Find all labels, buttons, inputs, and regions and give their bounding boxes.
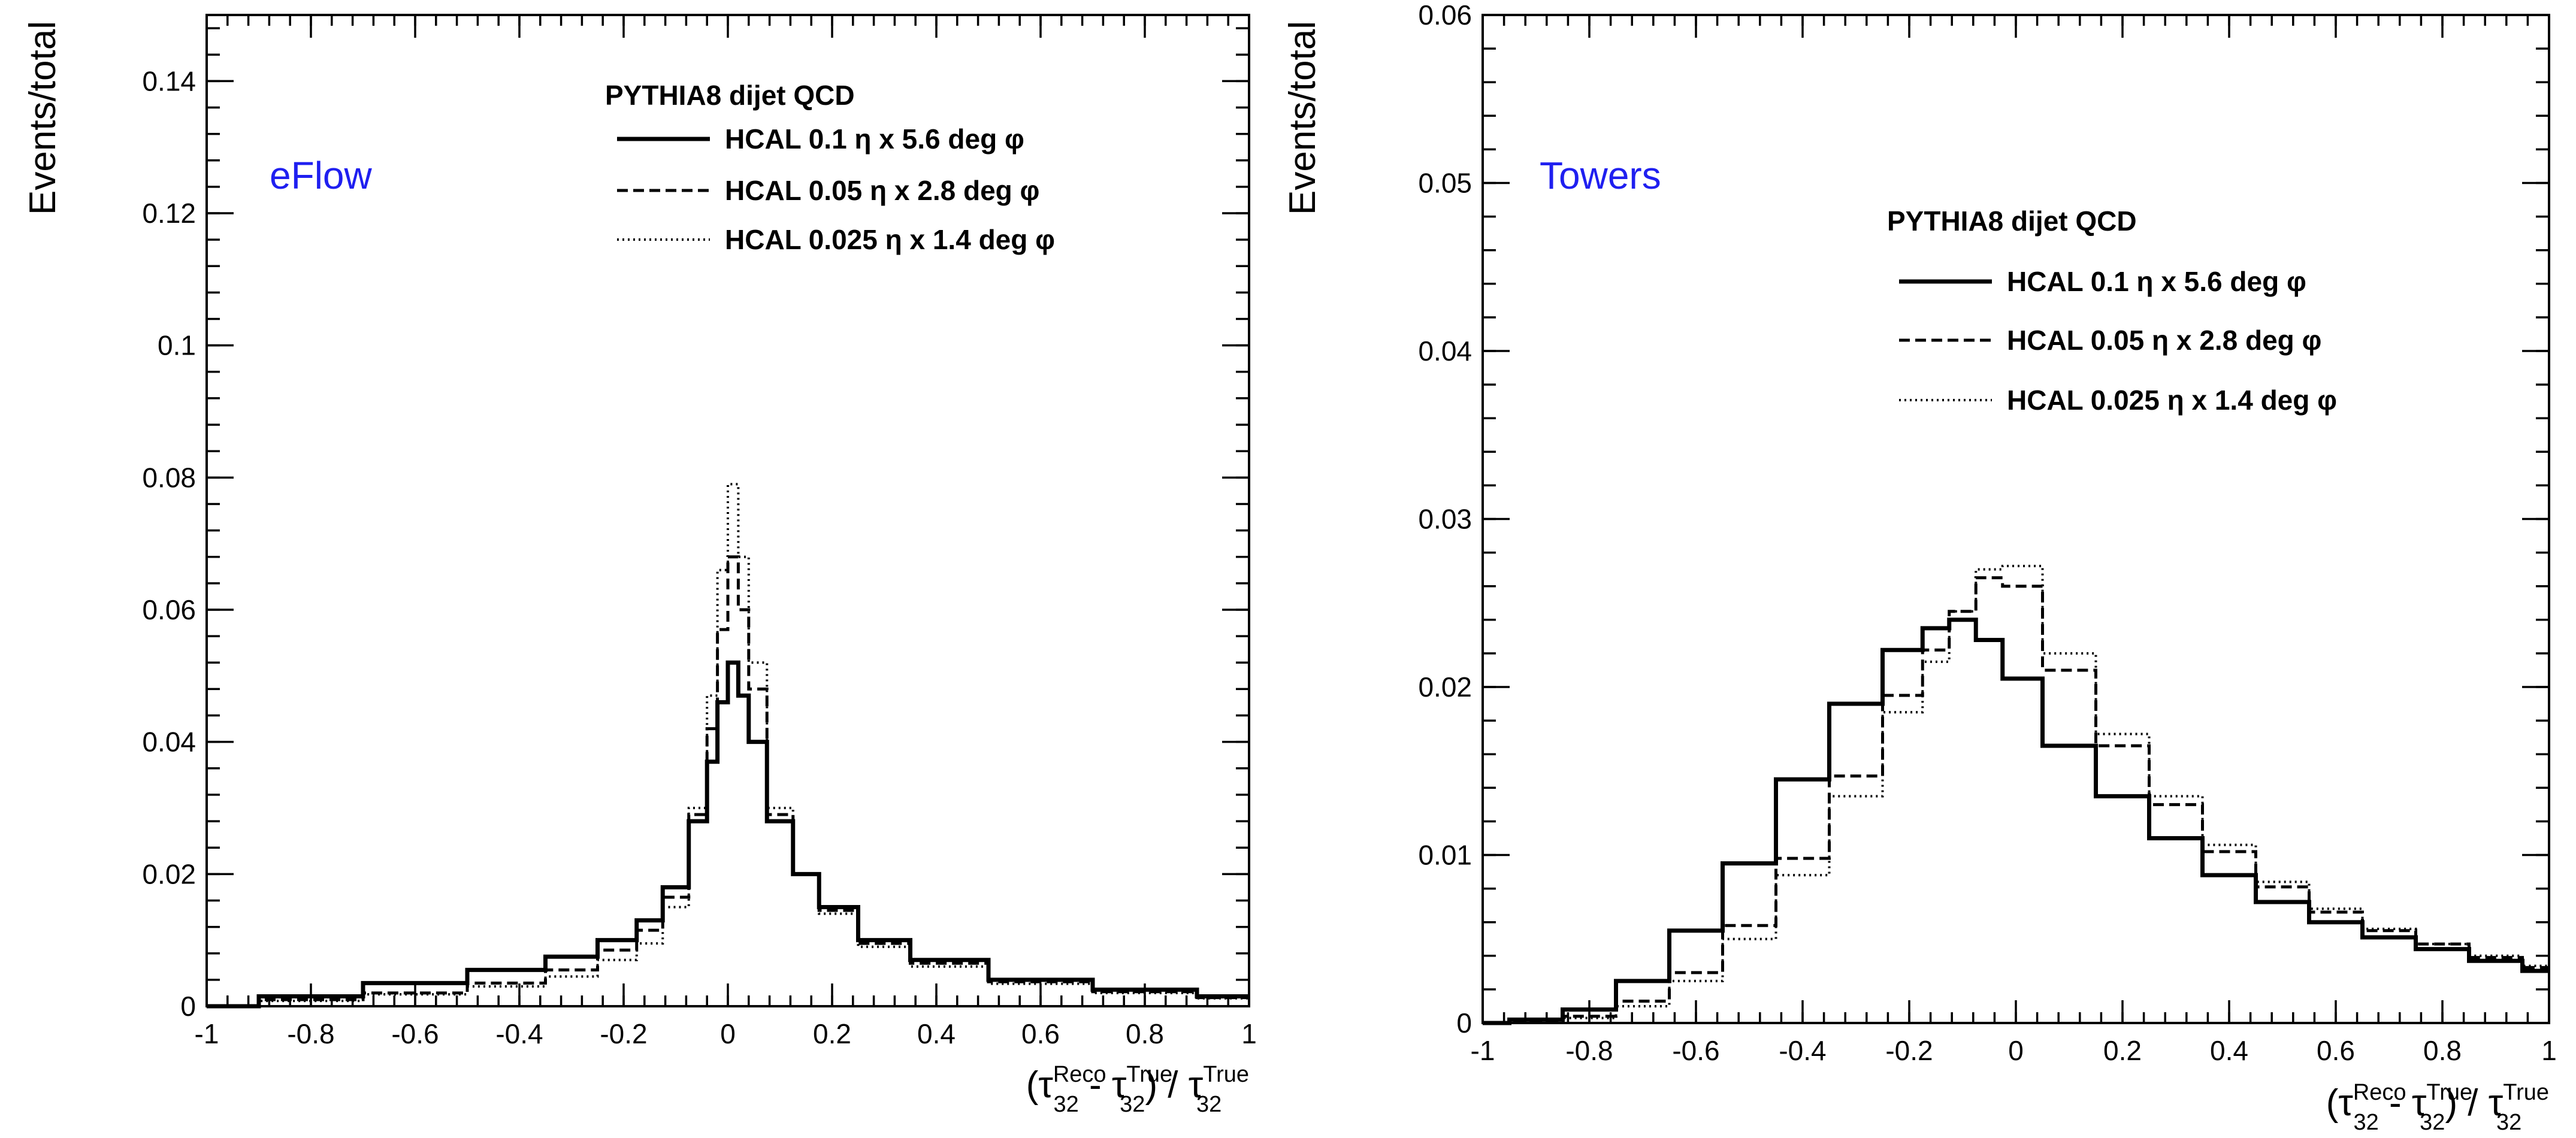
x-tick-label: 0.4	[917, 1018, 956, 1049]
series-line-dashed	[207, 555, 1249, 1008]
x-tick-label: 1	[2541, 1035, 2557, 1066]
x-tick-label: -0.6	[1672, 1035, 1719, 1066]
y-tick-label: 0.01	[1418, 840, 1472, 871]
y-tick-label: 0.03	[1418, 504, 1472, 535]
series-line-solid	[207, 660, 1249, 1009]
x-tick-label: -0.6	[391, 1018, 439, 1049]
x-tick-label: 0	[2008, 1035, 2024, 1066]
x-axis-label: (τReco 32 - τTrue 32) / τTrue 32	[1026, 1062, 1249, 1117]
y-tick-label: 0	[180, 991, 196, 1022]
series-line-dashed	[1483, 576, 2549, 1025]
legend: PYTHIA8 dijet QCD HCAL 0.1 η x 5.6 deg φ H…	[605, 80, 1055, 255]
y-axis-label: Events/total	[22, 21, 64, 215]
y-tick-label: 0.04	[1418, 335, 1472, 367]
x-tick-label: 0.4	[2210, 1035, 2248, 1066]
panel-annotation: eFlow	[270, 154, 373, 197]
y-tick-label: 0.05	[1418, 168, 1472, 199]
y-tick-label: 0.02	[1418, 671, 1472, 703]
legend-entry: HCAL 0.025 η x 1.4 deg φ	[725, 224, 1055, 255]
x-tick-label: 0.8	[1126, 1018, 1164, 1049]
x-tick-label: 0.2	[2103, 1035, 2142, 1066]
series-line-dotted	[207, 483, 1249, 1007]
legend-title: PYTHIA8 dijet QCD	[605, 80, 855, 111]
x-tick-label: 1	[1241, 1018, 1257, 1049]
x-tick-label: 0.6	[1021, 1018, 1060, 1049]
series-line-dotted	[1483, 565, 2549, 1024]
x-tick-label: -0.4	[1779, 1035, 1826, 1066]
y-tick-label: 0.1	[158, 330, 196, 361]
x-tick-label: 0.2	[813, 1018, 851, 1049]
series-line-solid	[1483, 618, 2549, 1025]
x-tick-label: 0.8	[2423, 1035, 2462, 1066]
y-tick-label: 0.02	[142, 858, 196, 889]
y-tick-label: 0.06	[1418, 0, 1472, 31]
y-tick-label: 0.08	[142, 462, 196, 493]
legend-entry: HCAL 0.1 η x 5.6 deg φ	[725, 123, 1024, 155]
x-tick-label: 0.6	[2317, 1035, 2355, 1066]
x-tick-label: 0	[720, 1018, 736, 1049]
legend-entry: HCAL 0.05 η x 2.8 deg φ	[725, 175, 1039, 206]
legend-entry: HCAL 0.1 η x 5.6 deg φ	[2007, 266, 2306, 297]
legend: PYTHIA8 dijet QCD HCAL 0.1 η x 5.6 deg φ H…	[1887, 205, 2337, 416]
x-axis-label: (τReco 32 - τTrue 32) / τTrue 32	[2326, 1080, 2549, 1135]
chart-panel-2: -1 -0.8 -0.6 -0.4 -0.2 0 0.2 0.4 0.6 0.8 1 0 0.01 0.0…	[1282, 0, 2557, 1135]
x-tick-label: -1	[1471, 1035, 1495, 1066]
panel-annotation: Towers	[1540, 154, 1661, 197]
y-tick-label: 0	[1456, 1007, 1472, 1039]
x-tick-label: -0.8	[1565, 1035, 1613, 1066]
y-tick-label: 0.04	[142, 727, 196, 758]
legend-title: PYTHIA8 dijet QCD	[1887, 205, 2137, 237]
x-tick-label: -0.2	[600, 1018, 647, 1049]
legend-entry: HCAL 0.025 η x 1.4 deg φ	[2007, 385, 2337, 416]
x-tick-label: -0.2	[1885, 1035, 1933, 1066]
x-tick-label: -0.4	[495, 1018, 543, 1049]
chart-panel-1: -1 -0.8 -0.6 -0.4 -0.2 0 0.2 0.4 0.6 0.8 1 0 0.02 0.0…	[22, 14, 1257, 1117]
y-tick-label: 0.06	[142, 594, 196, 625]
y-tick-label: 0.12	[142, 198, 196, 229]
y-axis-label: Events/total	[1282, 21, 1323, 215]
legend-entry: HCAL 0.05 η x 2.8 deg φ	[2007, 325, 2321, 356]
x-tick-label: -0.8	[287, 1018, 334, 1049]
y-tick-label: 0.14	[142, 65, 196, 96]
x-tick-label: -1	[195, 1018, 219, 1049]
